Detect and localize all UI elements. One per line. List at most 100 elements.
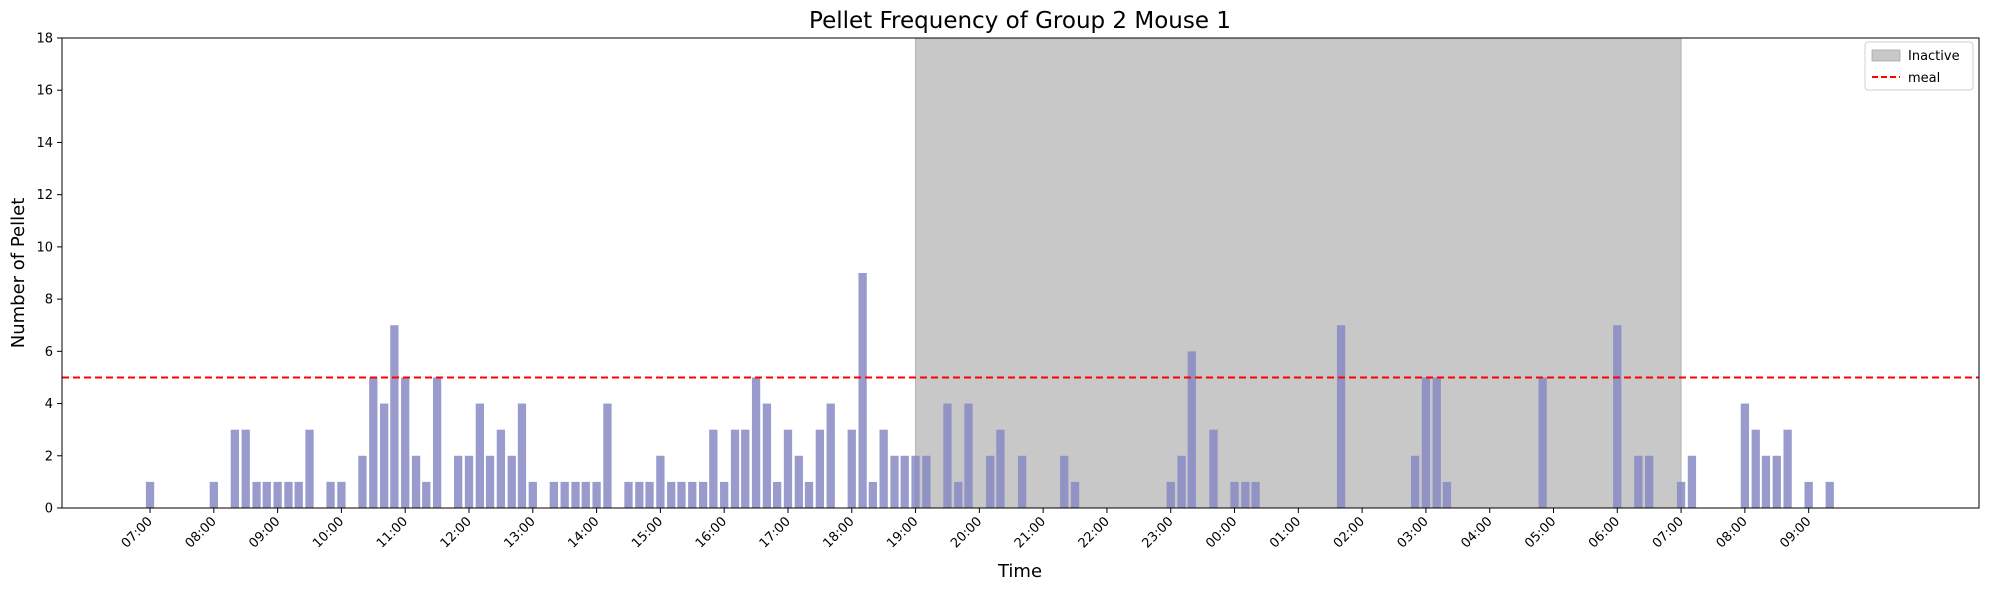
y-tick-label: 16 <box>36 84 53 99</box>
x-tick-label: 09:00 <box>1777 514 1814 551</box>
bar <box>549 481 558 508</box>
x-tick-label: 20:00 <box>948 514 985 551</box>
bar <box>720 481 729 508</box>
bar <box>879 429 888 508</box>
bar <box>1772 455 1781 508</box>
bar <box>1432 377 1441 508</box>
bar <box>858 273 867 508</box>
bar <box>772 481 782 508</box>
x-tick-label: 23:00 <box>1139 514 1176 551</box>
y-tick-label: 12 <box>36 188 53 203</box>
y-axis-label: Number of Pellet <box>8 198 29 349</box>
bar <box>645 481 654 508</box>
bar <box>571 481 580 508</box>
bar <box>432 377 442 508</box>
bar <box>517 403 527 508</box>
bar <box>1804 481 1813 508</box>
x-tick-label: 08:00 <box>183 514 220 551</box>
bar <box>1751 429 1760 508</box>
bar <box>1410 455 1420 508</box>
bar <box>667 481 676 508</box>
bar <box>252 481 261 508</box>
bar <box>507 455 516 508</box>
y-tick-label: 10 <box>36 240 53 255</box>
chart-title: Pellet Frequency of Group 2 Mouse 1 <box>809 8 1231 34</box>
bar <box>751 377 761 508</box>
x-tick-label: 09:00 <box>246 514 283 551</box>
x-tick-label: 10:00 <box>310 514 347 551</box>
bar <box>230 429 240 508</box>
legend-meal-label: meal <box>1908 71 1940 86</box>
bar <box>1060 455 1069 508</box>
bar <box>1825 481 1834 508</box>
bar <box>1241 481 1250 508</box>
legend: Inactive meal <box>1864 41 1974 91</box>
bar <box>1187 351 1196 508</box>
y-tick-label: 8 <box>45 293 53 308</box>
bar <box>390 325 399 508</box>
bar <box>794 455 803 508</box>
bar <box>624 481 633 508</box>
bar <box>1538 377 1547 508</box>
bar <box>284 481 293 508</box>
x-tick-label: 22:00 <box>1076 514 1113 551</box>
bar <box>847 429 856 508</box>
y-tick-label: 2 <box>45 449 53 464</box>
bar <box>1177 455 1186 508</box>
bar <box>890 455 899 508</box>
bar <box>1209 429 1218 508</box>
bar <box>241 429 250 508</box>
bar <box>815 429 825 508</box>
bar <box>422 481 431 508</box>
bar <box>677 481 686 508</box>
bar <box>709 429 718 508</box>
x-tick-label: 00:00 <box>1203 514 1240 551</box>
bar <box>635 481 644 508</box>
bar <box>581 481 590 508</box>
x-tick-label: 12:00 <box>438 514 475 551</box>
bar <box>326 481 335 508</box>
bar <box>1676 481 1686 508</box>
bar <box>411 455 421 508</box>
x-tick-label: 11:00 <box>374 514 411 551</box>
plot-frame <box>61 37 1980 509</box>
bar <box>964 403 973 508</box>
bar <box>911 455 920 508</box>
inactive-region-layer <box>915 37 1682 509</box>
x-tick-label: 13:00 <box>502 514 539 551</box>
x-tick-label: 19:00 <box>884 514 921 551</box>
bar <box>380 403 389 508</box>
x-tick-label: 03:00 <box>1395 514 1432 551</box>
y-axis: 0 2 4 6 8 10 12 14 16 18 <box>36 32 62 517</box>
bar <box>464 455 474 508</box>
x-tick-label: 21:00 <box>1012 514 1049 551</box>
bar <box>762 403 772 508</box>
bar <box>209 481 218 508</box>
x-tick-label: 02:00 <box>1331 514 1368 551</box>
y-tick-label: 18 <box>36 32 53 47</box>
bar <box>1740 403 1750 508</box>
bar <box>783 429 793 508</box>
bar <box>900 455 909 508</box>
bar <box>273 481 282 508</box>
bar <box>986 455 995 508</box>
bar <box>592 481 601 508</box>
bar <box>401 377 410 508</box>
bar <box>996 429 1005 508</box>
inactive-region <box>915 37 1682 509</box>
legend-inactive-swatch <box>1871 49 1901 62</box>
bar <box>1017 455 1027 508</box>
bar <box>943 403 952 508</box>
bar <box>1166 481 1175 508</box>
bar <box>954 481 963 508</box>
bar <box>358 455 367 508</box>
x-tick-label: 04:00 <box>1458 514 1495 551</box>
x-tick-label: 08:00 <box>1714 514 1751 551</box>
bar <box>1336 325 1346 508</box>
bar <box>1613 325 1622 508</box>
bar <box>262 481 271 508</box>
bar <box>475 403 484 508</box>
x-tick-label: 15:00 <box>629 514 666 551</box>
bar <box>294 481 303 508</box>
